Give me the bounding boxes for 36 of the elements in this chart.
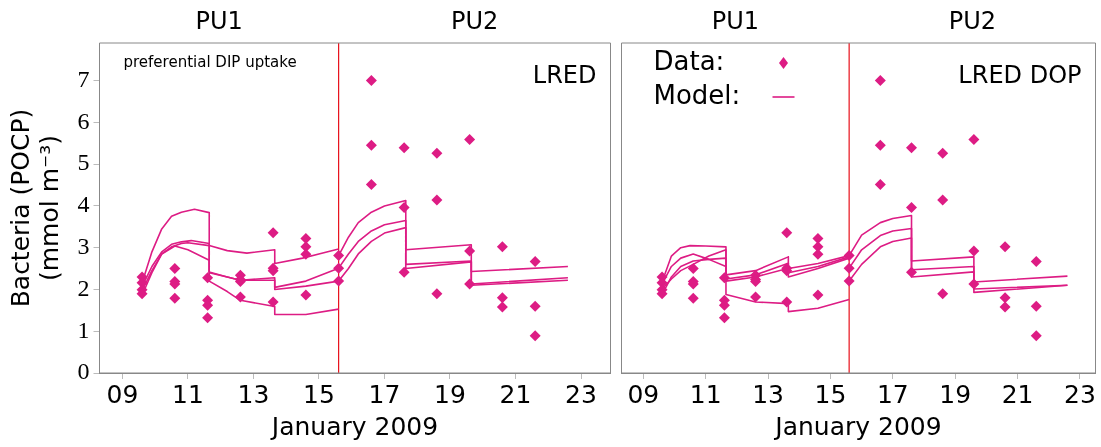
x-tick-label: 21	[1001, 379, 1034, 409]
x-tick-label: 11	[689, 379, 722, 409]
text: PU2	[948, 7, 996, 36]
x-tick-label: 15	[814, 379, 847, 409]
legend-label: Model:	[653, 79, 741, 110]
y-tick-label: 7	[77, 65, 90, 92]
y-tick-label: 2	[77, 274, 90, 301]
x-tick-label: 19	[434, 379, 466, 409]
x-tick-label: 13	[237, 379, 270, 409]
annotation: preferential DIP uptake	[123, 52, 297, 71]
y-axis-title: Bacteria (POCP) (mmol m⁻³)	[5, 108, 64, 308]
annotation: LRED	[532, 61, 597, 90]
x-axis-title: January 2009	[773, 411, 942, 441]
x-tick-label: 11	[172, 379, 204, 409]
text: PU2	[450, 7, 499, 36]
x-tick-label: 17	[876, 379, 909, 409]
y-tick-label: 4	[77, 191, 90, 218]
legend-label: Data:	[653, 45, 725, 76]
text: PU1	[195, 7, 243, 36]
y-tick-label: 6	[77, 107, 90, 134]
annotation: LRED DOP	[958, 61, 1082, 90]
x-tick-label: 19	[939, 379, 972, 409]
x-axis-title: January 2009	[269, 411, 439, 441]
x-tick-label: 23	[1064, 379, 1096, 409]
x-tick-label: 17	[368, 379, 401, 409]
x-tick-label: 21	[499, 379, 532, 409]
y-tick-label: 5	[77, 149, 90, 176]
y-tick-label: 1	[77, 316, 90, 343]
x-tick-label: 09	[106, 379, 139, 409]
x-tick-label: 15	[303, 379, 335, 409]
x-tick-label: 13	[752, 379, 784, 409]
y-tick-label: 0	[77, 358, 90, 385]
x-tick-label: 23	[565, 379, 597, 409]
x-tick-label: 09	[627, 379, 660, 409]
text: PU1	[711, 7, 759, 36]
y-tick-label: 3	[77, 232, 90, 259]
